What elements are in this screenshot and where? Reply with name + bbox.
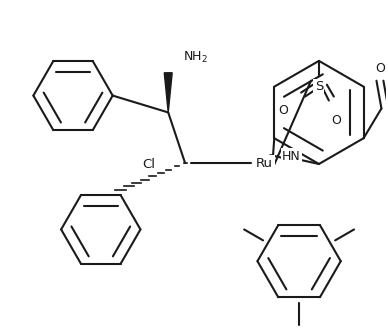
Text: O: O: [331, 114, 341, 127]
Text: Ru: Ru: [256, 156, 273, 170]
Text: O: O: [278, 104, 288, 117]
Text: ·: ·: [275, 148, 280, 166]
Polygon shape: [164, 73, 172, 113]
Text: NH$_2$: NH$_2$: [182, 50, 208, 65]
Text: O: O: [376, 62, 385, 75]
Text: Cl: Cl: [142, 158, 155, 172]
Text: HN: HN: [282, 150, 301, 163]
Text: S: S: [315, 80, 323, 93]
